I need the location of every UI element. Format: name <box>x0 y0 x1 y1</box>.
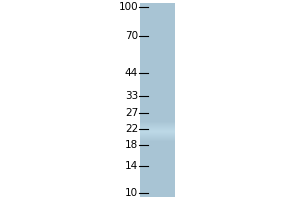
Text: 100: 100 <box>118 2 138 12</box>
Text: 70: 70 <box>125 31 138 41</box>
Text: 10: 10 <box>125 188 138 198</box>
Text: 33: 33 <box>125 91 138 101</box>
Text: 44: 44 <box>125 68 138 78</box>
Text: 14: 14 <box>125 161 138 171</box>
Text: 22: 22 <box>125 124 138 134</box>
Text: 18: 18 <box>125 140 138 150</box>
Text: 27: 27 <box>125 108 138 118</box>
Bar <box>140 3 175 197</box>
